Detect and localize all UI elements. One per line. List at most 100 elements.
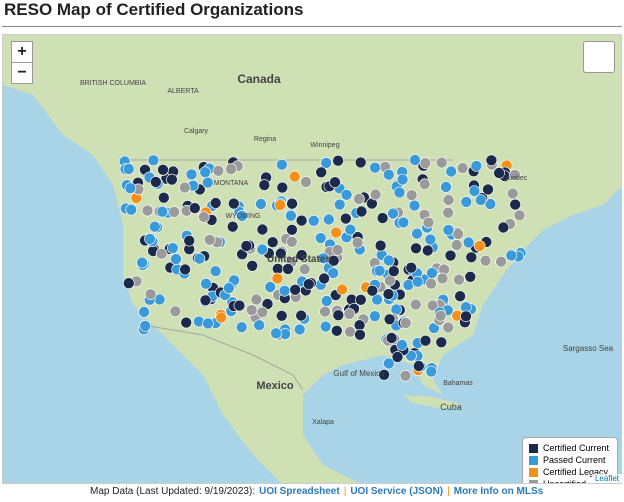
map-marker[interactable] xyxy=(300,176,312,188)
map-marker[interactable] xyxy=(452,228,465,240)
map-marker[interactable] xyxy=(228,197,240,210)
map-marker[interactable] xyxy=(235,321,248,334)
map-marker[interactable] xyxy=(293,323,306,336)
map-marker[interactable] xyxy=(250,293,263,306)
map-marker[interactable] xyxy=(373,265,386,277)
map-marker[interactable] xyxy=(282,263,294,275)
map-marker[interactable] xyxy=(274,199,287,211)
layers-control[interactable] xyxy=(583,41,615,73)
map-marker[interactable] xyxy=(270,327,282,340)
map-marker[interactable] xyxy=(493,167,505,179)
map-marker[interactable] xyxy=(509,198,522,211)
map-marker[interactable] xyxy=(331,244,344,256)
map-marker[interactable] xyxy=(144,288,157,301)
map-marker[interactable] xyxy=(255,198,267,210)
map-marker[interactable] xyxy=(315,166,328,179)
map-marker[interactable] xyxy=(382,254,395,267)
map-marker[interactable] xyxy=(409,298,422,311)
map-marker[interactable] xyxy=(383,313,396,326)
map-marker[interactable] xyxy=(340,189,353,201)
map-marker[interactable] xyxy=(285,236,298,248)
map-marker[interactable] xyxy=(387,265,400,277)
map-marker[interactable] xyxy=(261,298,274,310)
map-marker[interactable] xyxy=(123,277,135,289)
map-marker[interactable] xyxy=(256,306,269,319)
map-marker[interactable] xyxy=(399,317,412,329)
map-marker[interactable] xyxy=(354,156,367,169)
map-marker[interactable] xyxy=(343,308,356,320)
map-marker[interactable] xyxy=(319,320,332,333)
map-marker[interactable] xyxy=(405,189,418,201)
map-marker[interactable] xyxy=(322,213,335,226)
map-marker[interactable] xyxy=(167,242,179,254)
map-marker[interactable] xyxy=(460,310,472,323)
map-marker[interactable] xyxy=(497,221,510,234)
zoom-in[interactable]: + xyxy=(11,41,33,63)
map-marker[interactable] xyxy=(139,320,151,332)
map-marker[interactable] xyxy=(141,204,154,217)
map-marker[interactable] xyxy=(456,162,469,174)
map-marker[interactable] xyxy=(442,224,455,236)
map-marker[interactable] xyxy=(374,239,387,252)
map-marker[interactable] xyxy=(513,209,526,222)
map-marker[interactable] xyxy=(354,293,367,306)
map-marker[interactable] xyxy=(409,154,421,166)
map-marker[interactable] xyxy=(327,254,340,267)
map-marker[interactable] xyxy=(233,299,246,312)
map-marker[interactable] xyxy=(179,263,191,276)
map-marker[interactable] xyxy=(289,284,302,296)
map-marker[interactable] xyxy=(410,242,422,255)
map-marker[interactable] xyxy=(333,198,346,211)
map-marker[interactable] xyxy=(396,339,408,351)
map-marker[interactable] xyxy=(396,173,409,186)
zoom-out[interactable]: − xyxy=(11,62,33,84)
map-marker[interactable] xyxy=(442,194,455,206)
map-marker[interactable] xyxy=(474,194,487,206)
map-marker[interactable] xyxy=(460,196,473,208)
map-marker[interactable] xyxy=(258,179,271,191)
map-marker[interactable] xyxy=(505,249,518,262)
map-marker[interactable] xyxy=(426,267,438,279)
map-marker[interactable] xyxy=(169,305,182,318)
map-marker[interactable] xyxy=(329,176,341,188)
map-marker[interactable] xyxy=(314,232,327,244)
map-marker[interactable] xyxy=(397,216,410,229)
map-marker[interactable] xyxy=(366,284,379,297)
map-marker[interactable] xyxy=(285,210,297,222)
map-marker[interactable] xyxy=(295,214,308,227)
map-marker[interactable] xyxy=(278,285,291,297)
map-marker[interactable] xyxy=(240,240,253,252)
map-marker[interactable] xyxy=(212,165,225,177)
map-marker[interactable] xyxy=(274,247,287,260)
map-marker[interactable] xyxy=(408,199,421,212)
footer-link[interactable]: More Info on MLSs xyxy=(453,486,544,497)
map-marker[interactable] xyxy=(462,236,475,249)
map-marker[interactable] xyxy=(371,293,383,306)
map-marker[interactable] xyxy=(369,161,381,174)
map-marker[interactable] xyxy=(411,276,424,288)
map-marker[interactable] xyxy=(444,249,457,262)
map-marker[interactable] xyxy=(199,166,211,178)
map-marker[interactable] xyxy=(225,163,237,175)
map-marker[interactable] xyxy=(125,203,137,216)
map-marker[interactable] xyxy=(344,325,356,338)
map-marker[interactable] xyxy=(422,216,435,229)
map-marker[interactable] xyxy=(435,156,448,169)
map-marker[interactable] xyxy=(419,157,432,169)
map-marker[interactable] xyxy=(353,193,365,205)
map-marker[interactable] xyxy=(369,188,382,201)
map-marker[interactable] xyxy=(157,164,169,176)
map-marker[interactable] xyxy=(351,236,364,249)
map-marker[interactable] xyxy=(202,176,214,189)
map-marker[interactable] xyxy=(180,316,192,329)
map-marker[interactable] xyxy=(276,158,288,171)
map-marker[interactable] xyxy=(209,265,222,277)
map-marker[interactable] xyxy=(149,220,161,233)
map-marker[interactable] xyxy=(179,181,191,194)
map-marker[interactable] xyxy=(138,306,150,318)
map-marker[interactable] xyxy=(209,197,222,209)
map-marker[interactable] xyxy=(426,299,439,312)
map-marker[interactable] xyxy=(198,211,210,223)
map-marker[interactable] xyxy=(468,185,481,197)
map-marker[interactable] xyxy=(470,160,483,172)
